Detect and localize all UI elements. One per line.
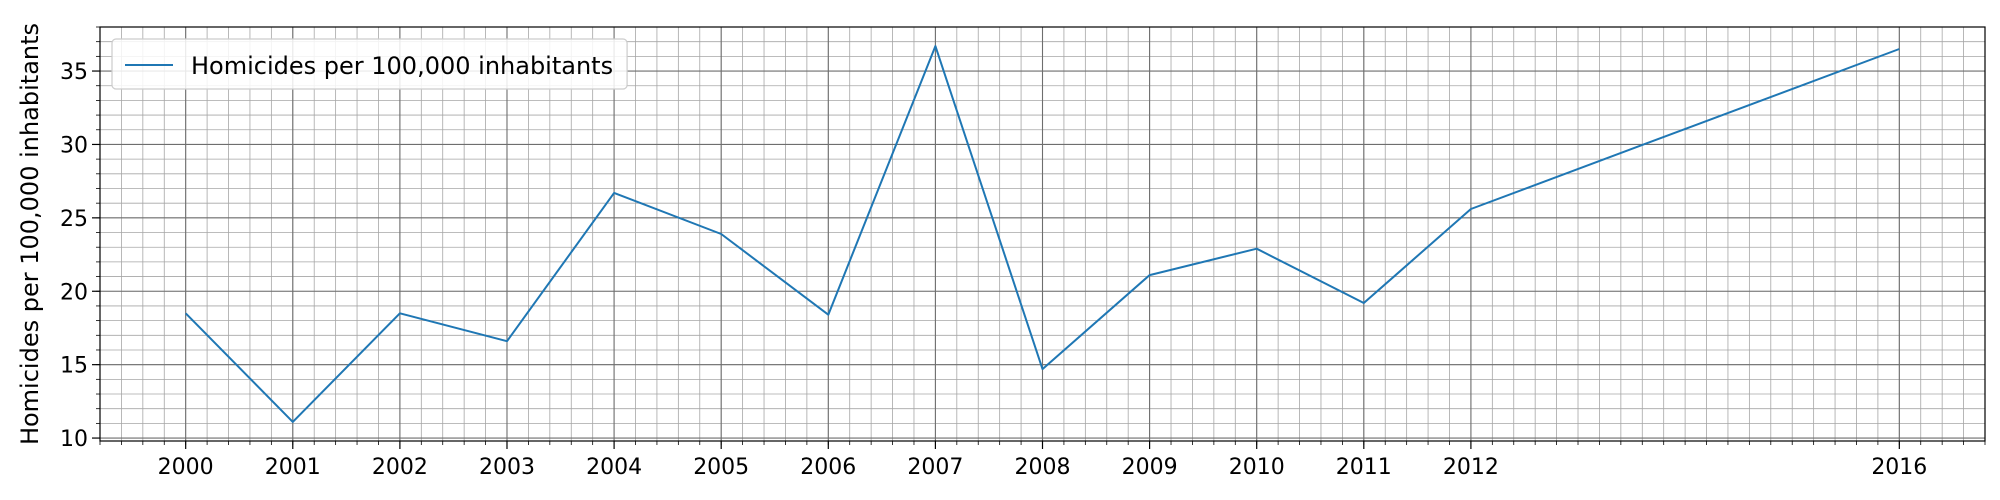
x-tick-label: 2016	[1871, 455, 1927, 480]
x-tick-label: 2010	[1229, 455, 1285, 480]
axis-ticks	[92, 26, 1986, 449]
y-tick-label: 25	[60, 207, 88, 232]
x-tick-label: 2000	[158, 455, 214, 480]
legend-box	[111, 38, 628, 90]
x-tick-label: 2004	[586, 455, 642, 480]
y-tick-label: 35	[60, 60, 88, 85]
x-tick-label: 2012	[1443, 455, 1499, 480]
y-tick-label: 15	[60, 354, 88, 379]
x-axis-tick-labels: 2000 2001 2002 2003 2004 2005 2006 2007 2008 2009…	[158, 455, 1928, 480]
y-tick-label: 30	[60, 133, 88, 158]
legend: Homicides per 100,000 inhabitants	[111, 38, 628, 90]
y-tick-label: 20	[60, 280, 88, 305]
y-axis-title: Homicides per 100,000 inhabitants	[16, 23, 44, 445]
x-tick-label: 2007	[907, 455, 963, 480]
x-tick-label: 2001	[265, 455, 321, 480]
y-axis-tick-labels: 10 15 20 25 30 35	[60, 60, 88, 452]
legend-label: Homicides per 100,000 inhabitants	[191, 52, 613, 80]
y-tick-label: 10	[60, 427, 88, 452]
x-tick-label: 2005	[693, 455, 749, 480]
series-layer	[184, 45, 1900, 423]
series-line	[184, 45, 1900, 423]
x-tick-label: 2003	[479, 455, 535, 480]
x-tick-label: 2008	[1015, 455, 1071, 480]
x-tick-label: 2011	[1336, 455, 1392, 480]
x-tick-label: 2006	[800, 455, 856, 480]
x-tick-label: 2002	[372, 455, 428, 480]
x-tick-label: 2009	[1122, 455, 1178, 480]
